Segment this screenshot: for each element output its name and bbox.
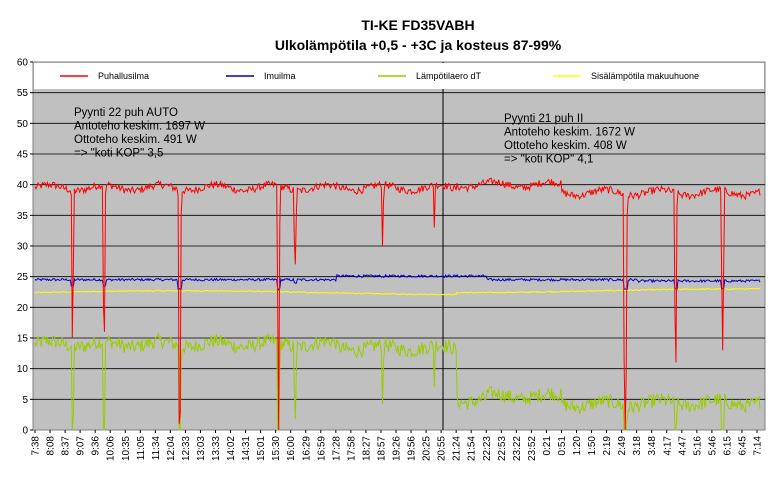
x-tick-label: 3:48 bbox=[647, 436, 658, 456]
y-tick-label: 45 bbox=[17, 150, 29, 161]
series-lines bbox=[34, 177, 761, 431]
x-tick-label: 16:59 bbox=[316, 436, 327, 461]
series-line-1 bbox=[34, 177, 761, 431]
x-tick-label: 12:33 bbox=[181, 436, 192, 461]
x-tick-label: 8:08 bbox=[46, 436, 57, 456]
x-tick-label: 6:45 bbox=[737, 436, 748, 456]
series-line-4 bbox=[34, 287, 761, 296]
x-tick-label: 5:16 bbox=[692, 436, 703, 456]
x-tick-label: 23:22 bbox=[512, 436, 523, 461]
x-tick-label: 19:56 bbox=[407, 436, 418, 461]
y-tick-label: 50 bbox=[17, 119, 29, 130]
x-tick-label: 21:54 bbox=[467, 436, 478, 461]
x-tick-label: 23:52 bbox=[527, 436, 538, 461]
x-tick-label: 11:05 bbox=[136, 436, 147, 461]
x-tick-label: 22:23 bbox=[482, 436, 493, 461]
y-tick-label: 5 bbox=[22, 395, 28, 406]
x-tick-label: 19:26 bbox=[392, 436, 403, 461]
annotation-line: => "koti KOP" 4,1 bbox=[504, 154, 593, 166]
x-tick-label: 18:57 bbox=[376, 436, 387, 461]
x-tick-label: 10:06 bbox=[106, 436, 117, 461]
annotation-line: Antoteho keskim. 1672 W bbox=[504, 127, 635, 139]
x-tick-label: 14:31 bbox=[241, 436, 252, 461]
y-tick-label: 60 bbox=[17, 58, 29, 69]
y-tick-label: 10 bbox=[17, 364, 29, 375]
annotation-line: Ottoteho keskim. 408 W bbox=[504, 140, 627, 152]
y-axis: 0 5 10 15 20 25 30 35 40 45 50 55 60 bbox=[17, 58, 33, 437]
x-tick-label: 15:30 bbox=[271, 436, 282, 461]
annotations: Pyynti 22 puh AUTO Antoteho keskim. 1697 … bbox=[74, 107, 635, 166]
x-tick-label: 20:25 bbox=[422, 436, 433, 461]
series-line-2 bbox=[34, 273, 761, 291]
annotation-line: => "koti KOP" 3,5 bbox=[74, 148, 163, 160]
x-tick-label: 4:47 bbox=[677, 436, 688, 456]
x-tick-label: 13:03 bbox=[196, 436, 207, 461]
x-tick-label: 10:35 bbox=[121, 436, 132, 461]
y-tick-label: 20 bbox=[17, 303, 29, 314]
x-tick-label: 5:46 bbox=[707, 436, 718, 456]
series-line-3 bbox=[34, 332, 761, 431]
x-tick-label: 1:20 bbox=[572, 436, 583, 456]
x-tick-label: 4:17 bbox=[662, 436, 673, 456]
chart-title: TI-KE FD35VABH bbox=[361, 17, 474, 33]
x-axis: 7:38 8:08 8:37 9:07 9:36 10:06 10:35 11:05 11:34… bbox=[31, 430, 764, 461]
x-tick-label: 7:14 bbox=[753, 436, 764, 456]
x-tick-label: 17:28 bbox=[331, 436, 342, 461]
annotation-line: Ottoteho keskim. 491 W bbox=[74, 134, 197, 146]
x-tick-label: 9:36 bbox=[91, 436, 102, 456]
annotation-line: Antoteho keskim. 1697 W bbox=[74, 121, 205, 133]
x-tick-label: 22:53 bbox=[497, 436, 508, 461]
x-tick-label: 2:19 bbox=[602, 436, 613, 456]
chart-subtitle: Ulkolämpötila +0,5 - +3C ja kosteus 87-9… bbox=[275, 37, 562, 53]
x-tick-label: 3:18 bbox=[632, 436, 643, 456]
y-tick-label: 30 bbox=[17, 242, 29, 253]
x-tick-label: 20:55 bbox=[437, 436, 448, 461]
y-tick-label: 25 bbox=[17, 272, 29, 283]
y-tick-label: 35 bbox=[17, 211, 29, 222]
x-tick-label: 2:49 bbox=[617, 436, 628, 456]
x-tick-label: 21:24 bbox=[452, 436, 463, 461]
x-tick-label: 12:04 bbox=[166, 436, 177, 461]
x-tick-label: 8:37 bbox=[61, 436, 72, 456]
x-tick-label: 15:01 bbox=[256, 436, 267, 461]
legend-label: Puhallusilma bbox=[98, 71, 149, 81]
x-tick-label: 14:02 bbox=[226, 436, 237, 461]
legend-label: Lämpötilaero dT bbox=[416, 71, 482, 81]
x-tick-label: 9:07 bbox=[76, 436, 87, 456]
x-tick-label: 13:33 bbox=[211, 436, 222, 461]
y-tick-label: 15 bbox=[17, 334, 29, 345]
y-tick-label: 55 bbox=[17, 88, 29, 99]
legend: Puhallusilma Imuilma Lämpötilaero dT Sisälä… bbox=[60, 71, 699, 81]
x-tick-label: 17:58 bbox=[346, 436, 357, 461]
x-tick-label: 7:38 bbox=[31, 436, 42, 456]
x-tick-label: 6:15 bbox=[722, 436, 733, 456]
x-tick-label: 0:21 bbox=[542, 436, 553, 456]
y-tick-label: 0 bbox=[22, 426, 28, 437]
annotation-line: Pyynti 22 puh AUTO bbox=[74, 107, 178, 119]
legend-label: Sisälämpötila makuuhuone bbox=[591, 71, 699, 81]
x-tick-label: 18:27 bbox=[361, 436, 372, 461]
x-tick-label: 16:29 bbox=[301, 436, 312, 461]
x-tick-label: 16:00 bbox=[286, 436, 297, 461]
x-tick-label: 11:34 bbox=[151, 436, 162, 461]
legend-label: Imuilma bbox=[264, 71, 296, 81]
x-tick-label: 0:51 bbox=[557, 436, 568, 456]
annotation-line: Pyynti 21 puh II bbox=[504, 113, 583, 125]
x-tick-label: 1:50 bbox=[587, 436, 598, 456]
y-tick-label: 40 bbox=[17, 180, 29, 191]
